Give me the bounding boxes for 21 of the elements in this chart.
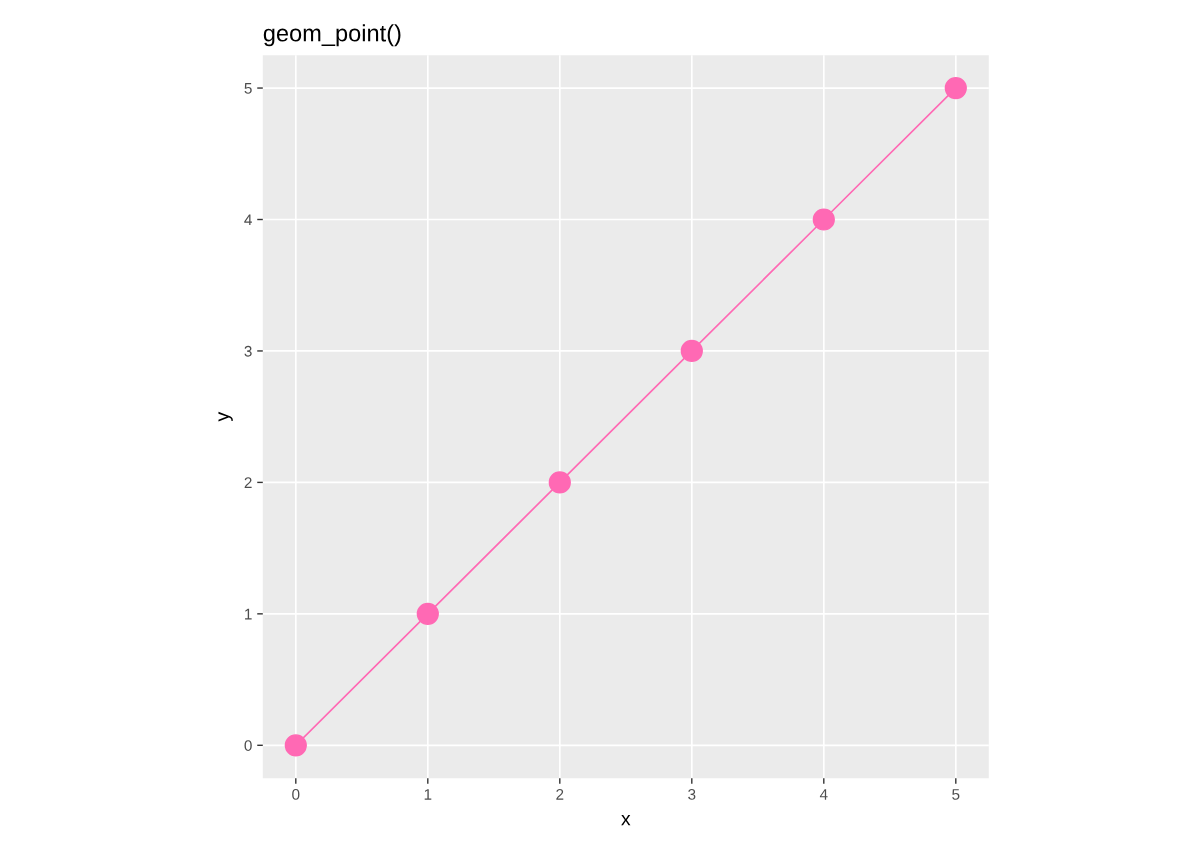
x-tick-label: 3	[688, 788, 696, 800]
x-tick-label: 4	[819, 789, 828, 800]
point	[284, 734, 307, 757]
y-tick-label: 1	[245, 608, 252, 620]
point	[548, 471, 571, 494]
point	[416, 602, 439, 625]
point	[944, 76, 967, 100]
x-tick-label: 0	[292, 788, 300, 800]
y-tick-label: 3	[244, 345, 252, 357]
y-tick-label: 0	[244, 740, 252, 751]
x-tick-label: 5	[952, 789, 960, 800]
x-tick-label: 2	[556, 788, 564, 800]
y-tick-label: 4	[244, 214, 252, 226]
chart-title: geom_point()	[263, 24, 401, 47]
y-tick-label: 2	[244, 477, 252, 488]
point	[812, 208, 835, 231]
x-tick-label: 1	[424, 789, 432, 800]
y-tick-label: 5	[244, 83, 252, 94]
point	[680, 339, 703, 363]
x-axis-title: x	[621, 814, 631, 826]
y-axis-title: y	[218, 411, 233, 422]
